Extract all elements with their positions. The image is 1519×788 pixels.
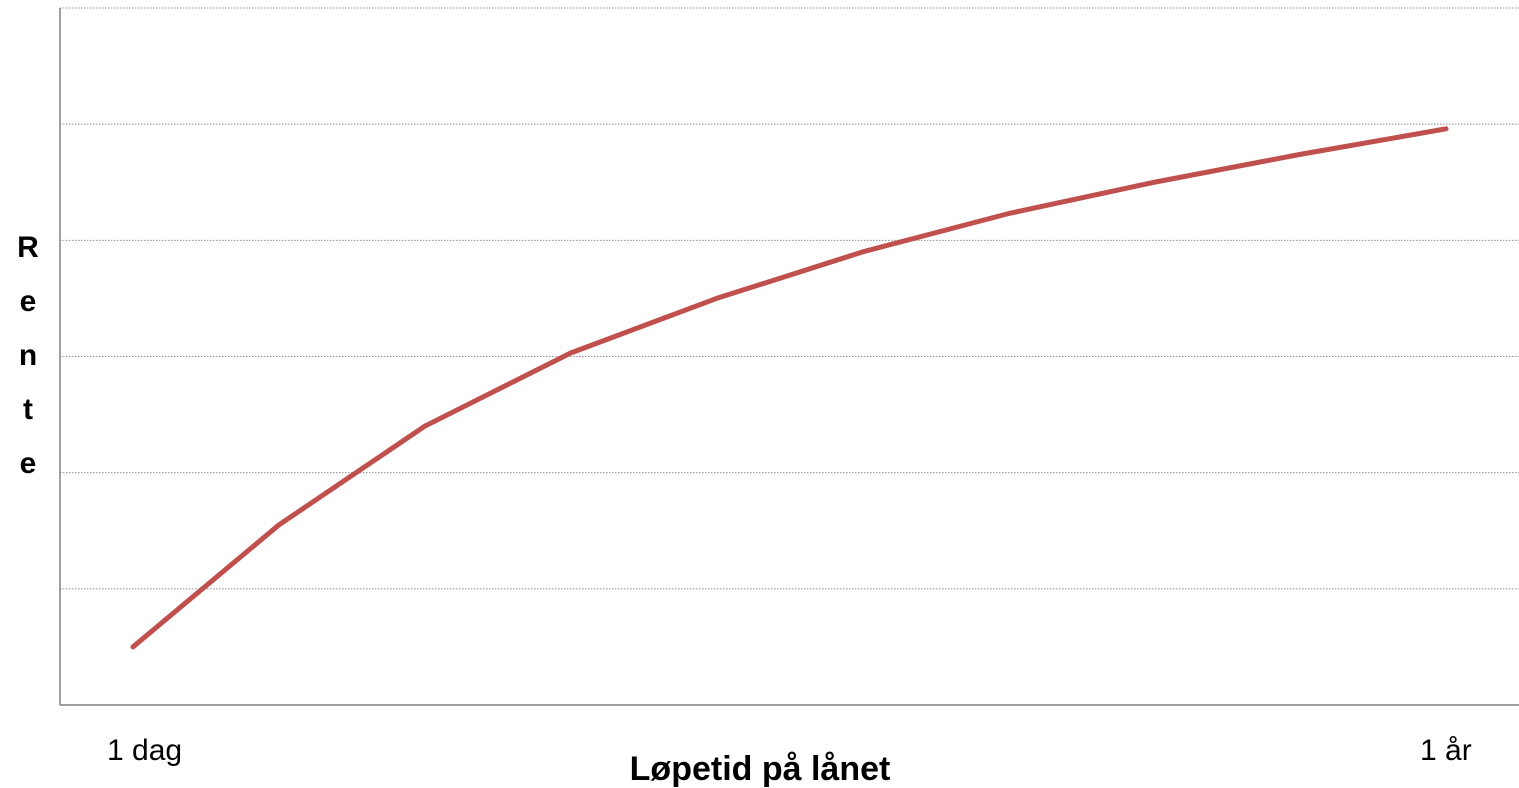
axes <box>59 8 1519 706</box>
series-line-1 <box>130 126 1449 650</box>
x-axis-title: Løpetid på lånet <box>630 750 891 788</box>
x-tick-label-first: 1 dag <box>107 734 182 767</box>
gridlines <box>60 7 1519 590</box>
series-layer <box>130 126 1449 650</box>
x-tick-label-last: 1 år <box>1420 734 1472 767</box>
